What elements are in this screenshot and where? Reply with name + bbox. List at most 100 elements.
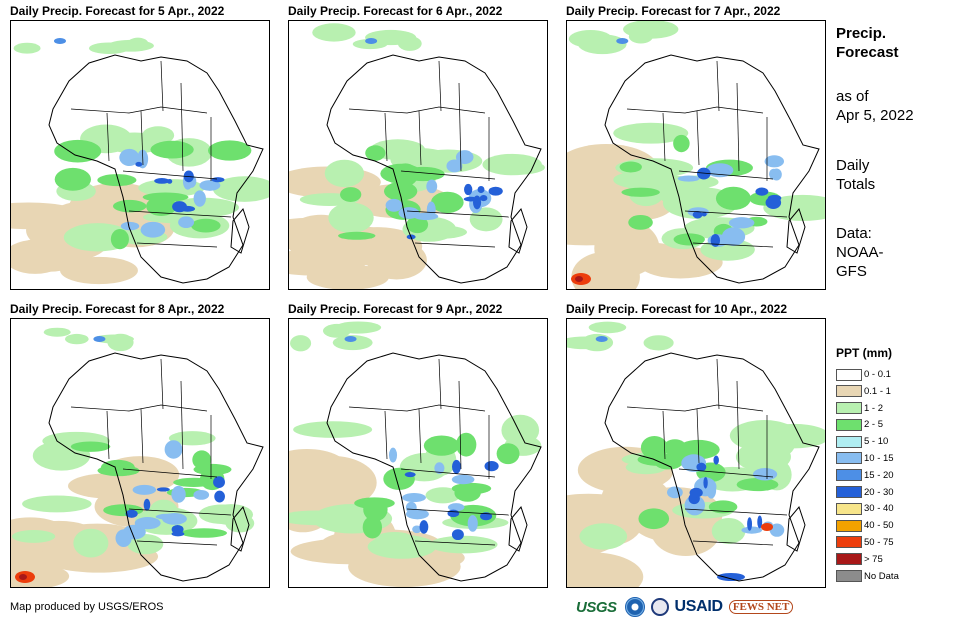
moderate-rain-cell [771, 168, 782, 181]
dry-area [567, 493, 634, 520]
country-border [384, 112, 388, 162]
asof-date: Apr 5, 2022 [836, 107, 914, 124]
rain-area [454, 484, 481, 502]
light-rain-area [579, 523, 628, 550]
totals-line: Totals [836, 176, 876, 193]
rain-area [110, 228, 129, 250]
heavy-rain-cell [171, 531, 185, 537]
precip-map [566, 20, 826, 290]
light-rain-area [501, 414, 540, 446]
data-source-line: NOAA- [836, 244, 884, 261]
map-credit: Map produced by USGS/EROS [10, 601, 164, 613]
country-border [626, 404, 764, 412]
heavy-rain-cell [757, 515, 763, 529]
moderate-rain-cell [728, 217, 755, 229]
noaa-logo-icon [624, 597, 645, 617]
heavy-rain-cell [477, 185, 485, 194]
country-border [348, 106, 486, 114]
legend-swatch [836, 435, 862, 448]
light-rain-area [580, 333, 614, 352]
moderate-rain-cell [164, 440, 183, 459]
heavy-rain-cell [404, 471, 416, 478]
moderate-rain-cell [119, 148, 140, 167]
legend-label: 1 - 2 [864, 402, 884, 414]
light-rain-area [588, 321, 627, 334]
light-rain-area [469, 207, 503, 232]
moderate-rain-cell [120, 221, 140, 231]
country-border [400, 170, 496, 180]
light-rain-area [623, 21, 679, 39]
heavy-rain-cell [451, 529, 464, 541]
moderate-rain-cell [140, 221, 166, 238]
asof-line: as of [836, 88, 869, 105]
legend-label: 20 - 30 [864, 486, 894, 498]
light-rain-area [397, 36, 422, 51]
moderate-rain-cell [171, 485, 186, 503]
rain-area [673, 233, 705, 246]
light-rain-area [43, 327, 71, 337]
precip-map [288, 318, 548, 588]
light-rain-area [425, 487, 461, 504]
legend-label: > 75 [864, 553, 883, 565]
legend-item: 5 - 10 [836, 434, 961, 449]
light-rain-area [73, 528, 109, 558]
rain-area [638, 508, 670, 530]
country-border [458, 82, 462, 172]
rain-area [736, 477, 779, 492]
madagascar-outline [786, 207, 806, 254]
africa-map-svg [567, 321, 825, 587]
country-border [128, 508, 232, 516]
moderate-rain-cell [595, 336, 608, 342]
panel-title: Daily Precip. Forecast for 6 Apr., 2022 [288, 4, 503, 18]
country-border [160, 358, 164, 410]
rain-area [673, 134, 690, 153]
rain-area [100, 459, 135, 476]
heavy-rain-cell [172, 201, 187, 213]
legend-swatch [836, 368, 862, 381]
legend-swatch [836, 486, 862, 499]
heavy-rain-cell [717, 573, 745, 581]
country-border [122, 468, 218, 478]
light-rain-area [374, 532, 415, 547]
heavy-rain-cell [451, 459, 461, 474]
moderate-rain-cell [178, 216, 195, 229]
moderate-rain-cell [413, 212, 439, 221]
country-border [662, 112, 666, 162]
precip-map [566, 318, 826, 588]
rain-area [406, 215, 429, 234]
legend-label: 50 - 75 [864, 536, 894, 548]
precip-map [288, 20, 548, 290]
heavy-rain-cell [692, 211, 703, 219]
country-border [70, 106, 208, 114]
heavy-rain-cell [211, 177, 225, 183]
legend-label: 15 - 20 [864, 469, 894, 481]
country-border [70, 404, 208, 412]
country-border [692, 242, 774, 248]
africa-outline [604, 352, 820, 582]
rain-area [637, 453, 680, 466]
usaid-logo: USAID [674, 598, 724, 615]
panel-title: Daily Precip. Forecast for 7 Apr., 2022 [566, 4, 781, 18]
country-border [406, 210, 510, 218]
moderate-rain-cell [721, 227, 746, 246]
light-rain-area [324, 159, 365, 188]
heavy-rain-cell [689, 487, 703, 498]
country-border [122, 170, 218, 180]
rain-area [431, 191, 464, 214]
heavy-rain-cell [464, 183, 473, 196]
light-rain-area [293, 421, 373, 438]
country-border [180, 380, 184, 470]
legend-label: 0.1 - 1 [864, 385, 891, 397]
legend-item: 10 - 15 [836, 451, 961, 466]
moderate-rain-cell [132, 484, 157, 495]
africa-outline [326, 54, 542, 284]
heavy-rain-cell [447, 509, 460, 518]
madagascar-outline [508, 505, 528, 552]
light-rain-area [568, 29, 613, 48]
heavy-rain-cell [713, 455, 719, 465]
africa-outline [326, 352, 542, 582]
africa-map-svg [567, 21, 825, 289]
moderate-rain-cell [115, 529, 132, 547]
heavy-rain-cell [697, 167, 711, 180]
heavy-rain-cell [156, 487, 170, 492]
